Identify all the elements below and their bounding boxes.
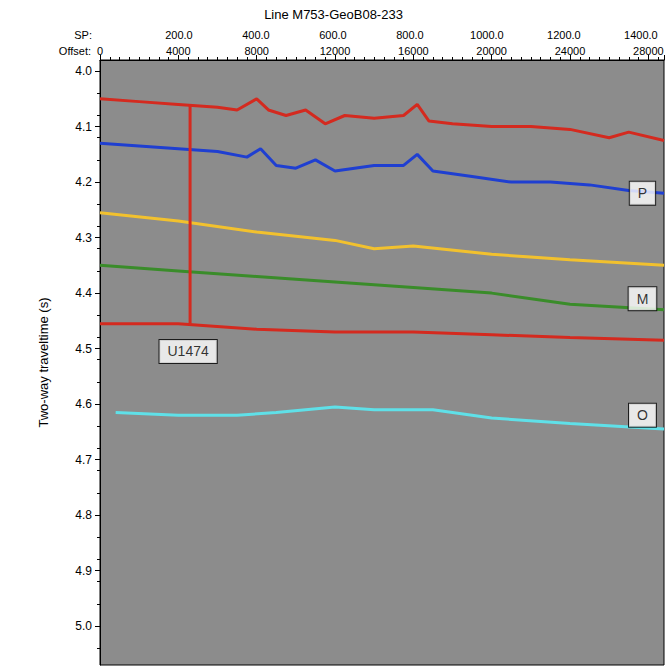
svg-text:4.3: 4.3 (75, 231, 92, 245)
svg-text:1000.0: 1000.0 (470, 29, 504, 41)
svg-text:4.4: 4.4 (75, 286, 92, 300)
svg-text:24000: 24000 (555, 45, 586, 57)
svg-text:Line M753-GeoB08-233: Line M753-GeoB08-233 (264, 7, 403, 22)
svg-text:5.0: 5.0 (75, 619, 92, 633)
svg-text:800.0: 800.0 (396, 29, 424, 41)
svg-text:4.9: 4.9 (75, 564, 92, 578)
svg-text:4.1: 4.1 (75, 120, 92, 134)
svg-text:20000: 20000 (476, 45, 507, 57)
svg-text:8000: 8000 (244, 45, 268, 57)
svg-text:4.2: 4.2 (75, 175, 92, 189)
svg-text:200.0: 200.0 (165, 29, 193, 41)
svg-text:Two-way traveltime (s): Two-way traveltime (s) (36, 297, 51, 427)
svg-text:4.7: 4.7 (75, 453, 92, 467)
svg-text:1200.0: 1200.0 (547, 29, 581, 41)
svg-text:4.6: 4.6 (75, 397, 92, 411)
svg-text:4.8: 4.8 (75, 508, 92, 522)
svg-text:400.0: 400.0 (242, 29, 270, 41)
svg-text:1400.0: 1400.0 (624, 29, 658, 41)
svg-text:U1474: U1474 (167, 343, 208, 359)
svg-text:P: P (638, 185, 647, 201)
svg-text:Offset:: Offset: (59, 45, 91, 57)
svg-text:600.0: 600.0 (319, 29, 347, 41)
svg-text:M: M (637, 291, 649, 307)
svg-text:4.5: 4.5 (75, 342, 92, 356)
svg-text:4000: 4000 (166, 45, 190, 57)
svg-text:0: 0 (97, 45, 103, 57)
svg-text:O: O (637, 407, 648, 423)
svg-text:4.0: 4.0 (75, 64, 92, 78)
svg-text:28000: 28000 (633, 45, 664, 57)
svg-text:SP:: SP: (74, 29, 92, 41)
svg-text:16000: 16000 (398, 45, 429, 57)
svg-text:12000: 12000 (320, 45, 351, 57)
